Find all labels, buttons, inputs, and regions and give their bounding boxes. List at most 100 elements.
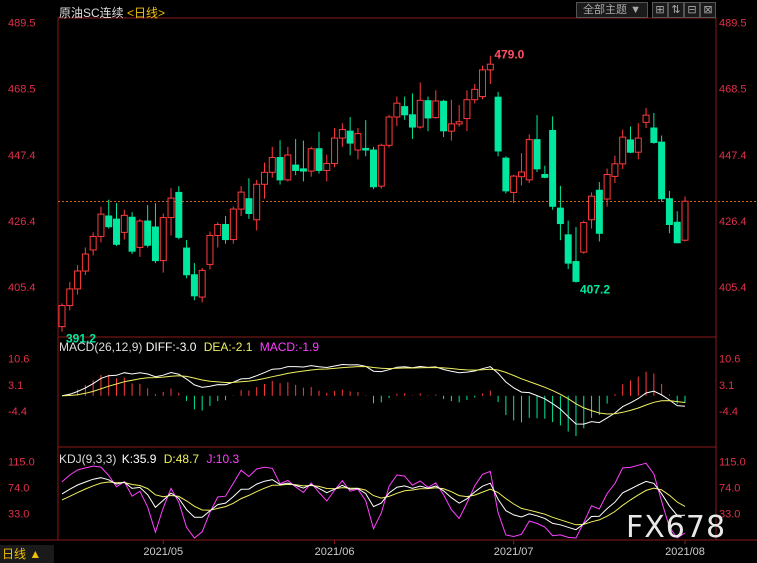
- macd-y-tick-left: -4.4: [8, 406, 27, 418]
- candle-body: [619, 136, 627, 165]
- candle-body: [206, 234, 214, 265]
- candle-body: [245, 198, 253, 214]
- candle-body: [479, 69, 487, 98]
- period-tab[interactable]: 日线 ▲: [0, 545, 54, 563]
- macd-dea-value: DEA:-2.1: [203, 340, 253, 354]
- kdj-k-value: K:35.9: [121, 452, 157, 466]
- y-tick-label-right: 447.4: [719, 150, 747, 162]
- candle-body: [222, 223, 230, 241]
- kdj-y-tick-left: 115.0: [8, 456, 35, 468]
- kdj-y-tick-right: 74.0: [719, 483, 740, 495]
- kdj-d-value: D:48.7: [163, 452, 200, 466]
- candle-body: [229, 208, 237, 241]
- kdj-y-tick-right: 33.0: [719, 509, 740, 521]
- candle-body: [416, 99, 424, 128]
- macd-dea-line: [61, 365, 686, 415]
- candle-body: [136, 220, 144, 248]
- candle-body: [74, 270, 82, 290]
- candle-body: [58, 305, 66, 328]
- candle-body: [346, 130, 354, 144]
- candle-body: [128, 216, 136, 252]
- candle-body: [564, 234, 572, 264]
- chevron-down-icon: ▼: [630, 4, 641, 16]
- y-tick-label-left: 468.5: [8, 84, 36, 96]
- candle-body: [502, 157, 510, 192]
- kdj-y-tick-left: 74.0: [8, 483, 29, 495]
- candle-body: [385, 116, 393, 146]
- candle-body: [401, 106, 409, 116]
- candle-body: [66, 288, 74, 307]
- candle-body: [650, 127, 658, 143]
- chart-header: 原油SC连续 <日线>: [59, 4, 165, 21]
- macd-y-tick-right: -4.4: [719, 406, 738, 418]
- kdj-y-tick-right: 115.0: [719, 456, 746, 468]
- candle-body: [370, 149, 377, 188]
- candle-body: [151, 226, 159, 262]
- candle-body: [463, 99, 471, 120]
- y-tick-label-left: 447.4: [8, 150, 36, 162]
- panel-frame-0: [57, 17, 717, 338]
- symbol-title: 原油SC连续: [59, 6, 124, 20]
- candle-body: [144, 220, 152, 246]
- candle-body: [253, 183, 261, 221]
- grid-toggle-icon[interactable]: ⊞: [652, 2, 668, 18]
- close-panel-icon[interactable]: ⊠: [700, 2, 716, 18]
- candle-body: [362, 147, 370, 151]
- candle-body: [510, 175, 518, 193]
- candle-body: [284, 154, 292, 181]
- candle-body: [260, 171, 268, 185]
- macd-diff-line: [61, 363, 686, 425]
- scale-toggle-icon[interactable]: ⇅: [668, 2, 684, 18]
- candle-body: [432, 100, 440, 119]
- candle-body: [190, 274, 198, 297]
- candle-body: [541, 174, 549, 178]
- x-tick-label: 2021/07: [494, 546, 534, 558]
- candle-body: [665, 198, 673, 225]
- kdj-j-line: [61, 462, 686, 539]
- kdj-k-line: [61, 477, 686, 531]
- candle-body: [113, 218, 121, 245]
- candle-body: [198, 269, 206, 298]
- macd-label: MACD(26,12,9): [59, 340, 143, 354]
- candle-body: [486, 63, 494, 71]
- macd-hist-value: MACD:-1.9: [259, 340, 320, 354]
- kdj-header: KDJ(9,3,3) K:35.9 D:48.7 J:10.3: [59, 452, 239, 466]
- candle-body: [159, 217, 167, 262]
- candle-body: [681, 200, 689, 241]
- candle-body: [292, 164, 300, 171]
- candle-body: [603, 174, 611, 200]
- candle-body: [268, 157, 276, 173]
- y-tick-label-right: 489.5: [719, 18, 747, 30]
- candle-body: [626, 139, 634, 153]
- macd-diff-value: DIFF:-3.0: [145, 340, 197, 354]
- candle-body: [642, 114, 650, 123]
- candle-body: [323, 163, 331, 171]
- candle-body: [120, 214, 128, 233]
- candle-body: [354, 133, 362, 151]
- x-tick-label: 2021/05: [143, 546, 183, 558]
- candle-body: [214, 223, 222, 236]
- x-tick-label: 2021/08: [665, 546, 705, 558]
- candle-body: [440, 100, 448, 132]
- y-tick-label-left: 405.4: [8, 282, 36, 294]
- minimize-panel-icon[interactable]: ⊟: [684, 2, 700, 18]
- y-tick-label-left: 426.4: [8, 216, 36, 228]
- candle-body: [81, 253, 89, 272]
- candle-body: [556, 207, 564, 225]
- period-label[interactable]: <日线>: [127, 6, 166, 20]
- candle-body: [517, 171, 525, 178]
- candle-body: [97, 213, 105, 237]
- candle-body: [338, 129, 346, 139]
- candle-body: [237, 191, 245, 210]
- x-tick-label: 2021/06: [315, 546, 355, 558]
- theme-select[interactable]: 全部主题 ▼: [576, 2, 648, 18]
- candle-body: [525, 139, 533, 181]
- kdj-label: KDJ(9,3,3): [59, 452, 117, 466]
- candle-body: [183, 247, 191, 276]
- candle-body: [315, 148, 323, 171]
- candle-body: [611, 163, 619, 177]
- candle-body: [549, 130, 557, 207]
- candle-body: [673, 221, 681, 244]
- candle-body: [299, 168, 307, 172]
